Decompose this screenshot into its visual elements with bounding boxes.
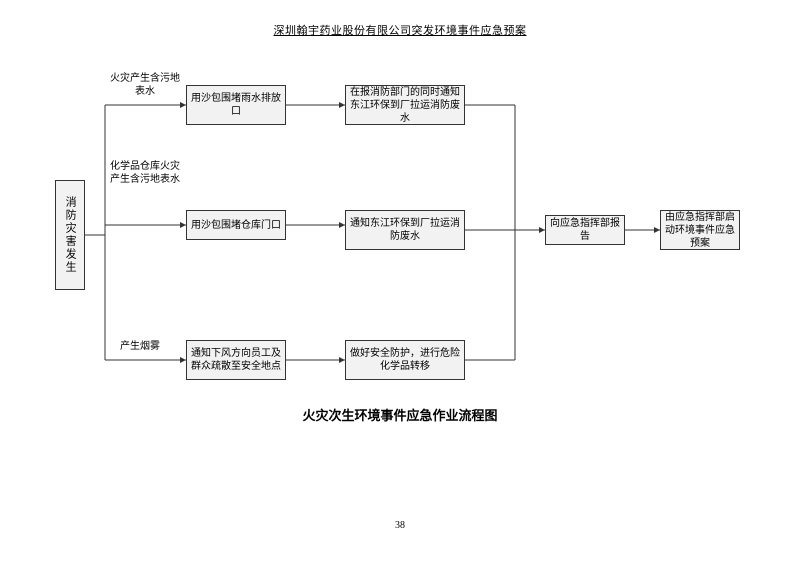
label-l2: 化学品仓库火灾产生含污地表水: [110, 160, 180, 186]
node-c2: 通知东江环保到厂拉运消防废水: [345, 210, 465, 250]
node-start: 消防灾害发生: [55, 180, 85, 290]
node-b2: 用沙包围堵仓库门口: [186, 210, 286, 240]
page-number: 38: [0, 520, 800, 531]
node-b1: 用沙包围堵雨水排放口: [186, 85, 286, 125]
label-l1: 火灾产生含污地表水: [110, 72, 180, 98]
node-d: 向应急指挥部报告: [545, 215, 625, 245]
node-b3: 通知下风方向员工及群众疏散至安全地点: [186, 340, 286, 380]
node-c1: 在报消防部门的同时通知东江环保到厂拉运消防废水: [345, 85, 465, 125]
label-l3: 产生烟雾: [110, 340, 170, 353]
node-c3: 做好安全防护，进行危险化学品转移: [345, 340, 465, 380]
node-e: 由应急指挥部启动环境事件应急预案: [660, 210, 740, 250]
diagram-title: 火灾次生环境事件应急作业流程图: [0, 405, 800, 424]
